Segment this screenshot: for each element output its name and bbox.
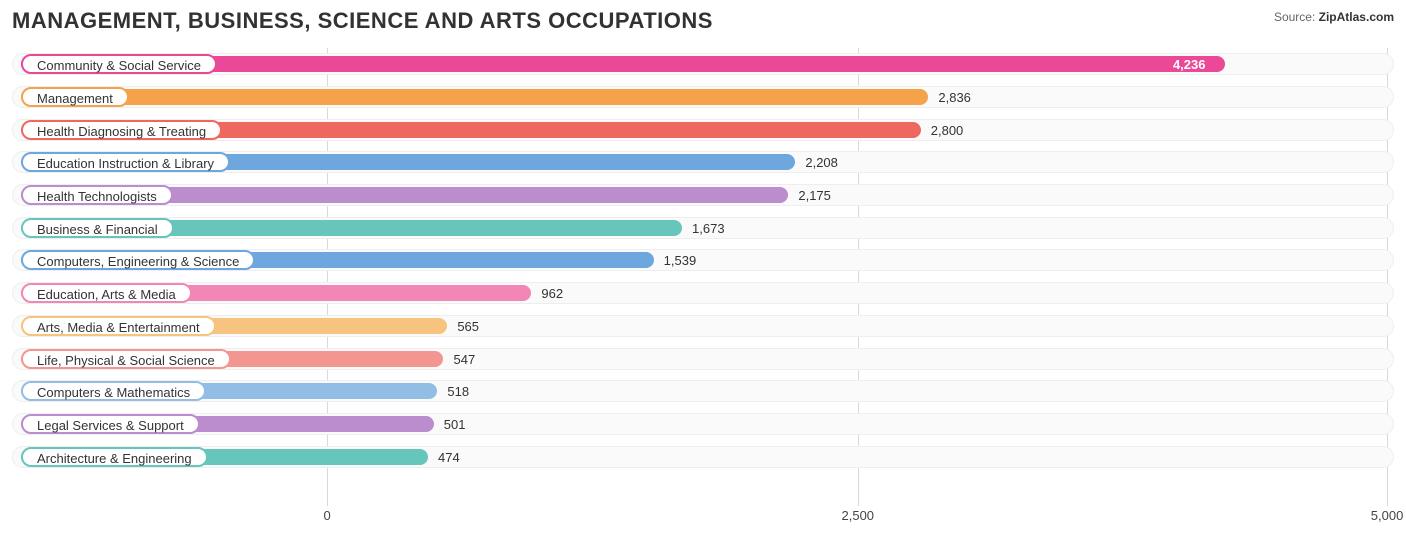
bar-label-pill: Education Instruction & Library (21, 152, 230, 172)
bar-track: Education Instruction & Library 2,208 (12, 151, 1394, 173)
bar-value-label: 2,800 (931, 120, 964, 142)
axis-tick-label: 2,500 (842, 508, 875, 523)
bar-label-pill: Education, Arts & Media (21, 283, 192, 303)
bar-value-label: 518 (447, 381, 469, 403)
bar-row: Education Instruction & Library 2,208 (12, 146, 1394, 179)
chart-container: MANAGEMENT, BUSINESS, SCIENCE AND ARTS O… (0, 0, 1406, 558)
bar-track: Computers & Mathematics 518 (12, 380, 1394, 402)
bar-label-pill: Life, Physical & Social Science (21, 349, 231, 369)
bar-row: Management 2,836 (12, 81, 1394, 114)
bar-row: Health Diagnosing & Treating 2,800 (12, 113, 1394, 146)
bar-value-label: 547 (454, 349, 476, 371)
bar-label-pill: Legal Services & Support (21, 414, 200, 434)
bar-label-pill: Management (21, 87, 129, 107)
bar-label-pill: Arts, Media & Entertainment (21, 316, 216, 336)
bar-track: Community & Social Service 4,236 (12, 53, 1394, 75)
x-axis: 02,5005,000 (12, 506, 1394, 528)
bar-label-pill: Business & Financial (21, 218, 174, 238)
bar-track: Arts, Media & Entertainment 565 (12, 315, 1394, 337)
chart-header: MANAGEMENT, BUSINESS, SCIENCE AND ARTS O… (12, 8, 1394, 34)
bar-row: Computers & Mathematics 518 (12, 375, 1394, 408)
bar-value-label: 962 (541, 283, 563, 305)
bar-value-label: 1,539 (664, 250, 697, 272)
bar-value-label: 501 (444, 414, 466, 436)
bar-value-label: 1,673 (692, 218, 725, 240)
source-label: Source: (1274, 10, 1315, 24)
bar-track: Business & Financial 1,673 (12, 217, 1394, 239)
bar-label-pill: Computers & Mathematics (21, 381, 206, 401)
bar-track: Legal Services & Support 501 (12, 413, 1394, 435)
chart-source: Source: ZipAtlas.com (1274, 8, 1394, 24)
bar-fill (21, 89, 928, 105)
bar-value-label: 4,236 (1173, 54, 1206, 76)
bar-row: Education, Arts & Media 962 (12, 277, 1394, 310)
bar-value-label: 2,208 (805, 152, 838, 174)
bar-track: Health Diagnosing & Treating 2,800 (12, 119, 1394, 141)
bar-row: Arts, Media & Entertainment 565 (12, 310, 1394, 343)
bar-row: Life, Physical & Social Science 547 (12, 342, 1394, 375)
bar-value-label: 2,836 (938, 87, 971, 109)
bar-row: Architecture & Engineering 474 (12, 440, 1394, 473)
bar-track: Life, Physical & Social Science 547 (12, 348, 1394, 370)
axis-tick-label: 0 (323, 508, 330, 523)
bar-label-pill: Community & Social Service (21, 54, 217, 74)
bar-value-label: 2,175 (798, 185, 831, 207)
bar-track: Health Technologists 2,175 (12, 184, 1394, 206)
bar-track: Management 2,836 (12, 86, 1394, 108)
bar-row: Community & Social Service 4,236 (12, 48, 1394, 81)
bar-label-pill: Health Technologists (21, 185, 173, 205)
bar-track: Education, Arts & Media 962 (12, 282, 1394, 304)
bar-row: Legal Services & Support 501 (12, 408, 1394, 441)
bar-label-pill: Computers, Engineering & Science (21, 250, 255, 270)
source-value: ZipAtlas.com (1319, 10, 1394, 24)
bar-row: Computers, Engineering & Science 1,539 (12, 244, 1394, 277)
chart-title: MANAGEMENT, BUSINESS, SCIENCE AND ARTS O… (12, 8, 713, 34)
bars-group: Community & Social Service 4,236 Managemen… (12, 48, 1394, 506)
bar-label-pill: Health Diagnosing & Treating (21, 120, 222, 140)
bar-label-pill: Architecture & Engineering (21, 447, 208, 467)
axis-tick-label: 5,000 (1371, 508, 1404, 523)
bar-row: Business & Financial 1,673 (12, 211, 1394, 244)
bar-value-label: 565 (457, 316, 479, 338)
bar-row: Health Technologists 2,175 (12, 179, 1394, 212)
bar-track: Computers, Engineering & Science 1,539 (12, 249, 1394, 271)
plot-area: Community & Social Service 4,236 Managemen… (12, 48, 1394, 528)
bar-value-label: 474 (438, 447, 460, 469)
bar-track: Architecture & Engineering 474 (12, 446, 1394, 468)
